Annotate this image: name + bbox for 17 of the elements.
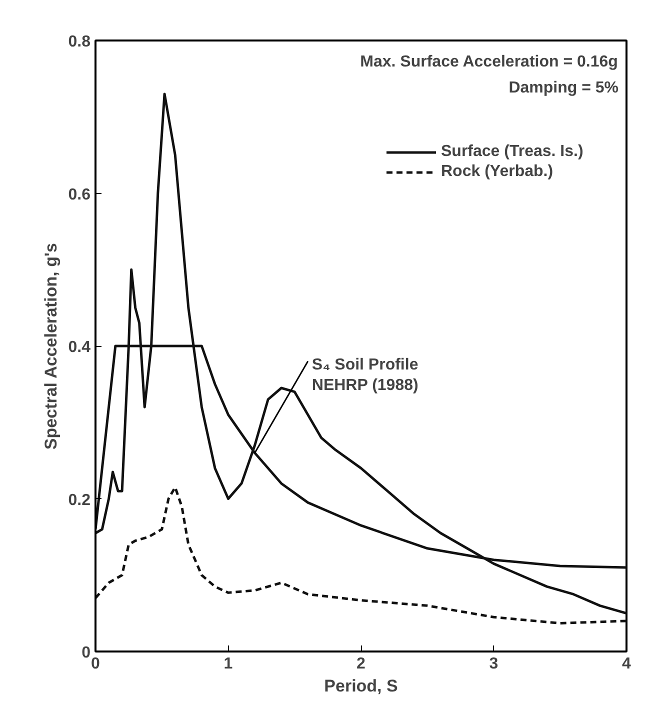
annotation: Damping = 5% xyxy=(508,80,619,96)
y-tick-label: 0.2 xyxy=(68,492,91,509)
y-tick-label: 0.6 xyxy=(68,186,91,204)
y-tick-label: 0 xyxy=(82,644,91,662)
line-series xyxy=(96,486,626,624)
x-tick-label: 3 xyxy=(489,656,498,672)
annotation: Max. Surface Acceleration = 0.16g xyxy=(360,54,618,70)
y-tick-label: 0.8 xyxy=(68,34,91,50)
x-tick-label: 2 xyxy=(356,656,366,672)
x-tick-label: 4 xyxy=(622,656,632,672)
x-axis-title: Period, S xyxy=(324,676,398,696)
annotation: S₄ Soil Profile NEHRP (1988) xyxy=(312,356,418,394)
y-tick-label: 0.4 xyxy=(68,339,91,356)
x-tick-label: 1 xyxy=(224,656,233,672)
legend-label: Rock (Yerbab.) xyxy=(441,163,554,181)
y-axis-title: Spectral Acceleration, g's xyxy=(41,243,60,450)
legend-label: Surface (Treas. Is.) xyxy=(441,143,584,161)
